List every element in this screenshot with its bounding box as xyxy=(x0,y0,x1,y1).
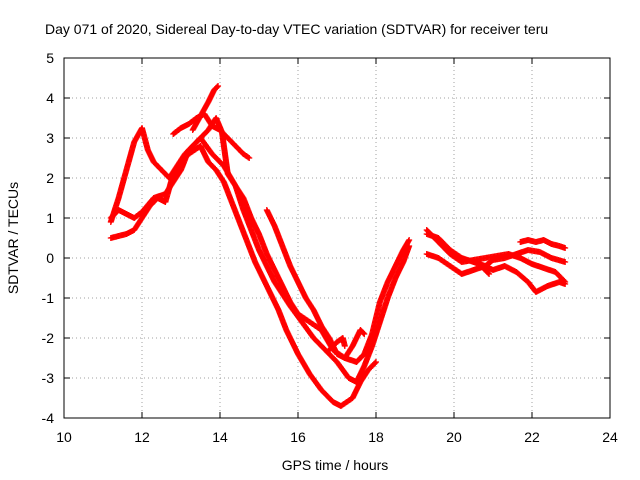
series-track-11 xyxy=(517,237,569,251)
y-tick-label: 3 xyxy=(46,130,54,146)
data-point xyxy=(214,83,221,90)
y-tick-label: -2 xyxy=(42,330,55,346)
x-tick-label: 16 xyxy=(290,429,306,445)
data-point xyxy=(360,330,367,337)
data-point xyxy=(361,331,368,337)
y-tick-label: 0 xyxy=(46,250,54,266)
data-point xyxy=(373,359,379,365)
x-axis-label: GPS time / hours xyxy=(282,457,389,473)
series-track-10 xyxy=(423,247,569,277)
y-tick-label: 5 xyxy=(46,50,54,66)
data-point xyxy=(486,271,493,277)
series-track-12 xyxy=(474,259,493,277)
x-tick-label: 12 xyxy=(134,429,150,445)
data-point xyxy=(406,237,413,243)
data-point xyxy=(372,359,379,366)
series-track-2 xyxy=(107,143,379,409)
data-point xyxy=(562,245,569,251)
series-track-3 xyxy=(107,135,413,385)
y-tick-label: 2 xyxy=(46,170,54,186)
y-tick-label: -1 xyxy=(42,290,55,306)
y-tick-label: -3 xyxy=(42,370,55,386)
y-tick-label: -4 xyxy=(42,410,55,426)
series-track-6 xyxy=(263,207,368,361)
series-track-5 xyxy=(189,83,222,133)
series-track-7 xyxy=(326,335,348,353)
data-point xyxy=(246,155,253,161)
data-point xyxy=(245,154,252,161)
data-point xyxy=(562,259,569,265)
data-series xyxy=(107,83,569,409)
x-tick-label: 18 xyxy=(368,429,384,445)
data-point xyxy=(562,281,569,287)
x-tick-label: 22 xyxy=(524,429,540,445)
y-tick-label: 1 xyxy=(46,210,54,226)
chart-title: Day 071 of 2020, Sidereal Day-to-day VTE… xyxy=(45,21,548,37)
plot-frame xyxy=(63,57,611,419)
series-track-1 xyxy=(107,115,413,365)
x-tick-label: 14 xyxy=(212,429,228,445)
y-axis-label: SDTVAR / TECUs xyxy=(5,182,21,294)
data-point xyxy=(406,243,413,249)
data-point xyxy=(341,343,348,349)
x-tick-label: 24 xyxy=(602,429,618,445)
x-tick-label: 20 xyxy=(446,429,462,445)
data-point xyxy=(215,83,222,89)
series-track-9 xyxy=(423,231,569,295)
data-point xyxy=(485,270,492,277)
y-tick-label: 4 xyxy=(46,90,54,106)
x-tick-label: 10 xyxy=(56,429,72,445)
